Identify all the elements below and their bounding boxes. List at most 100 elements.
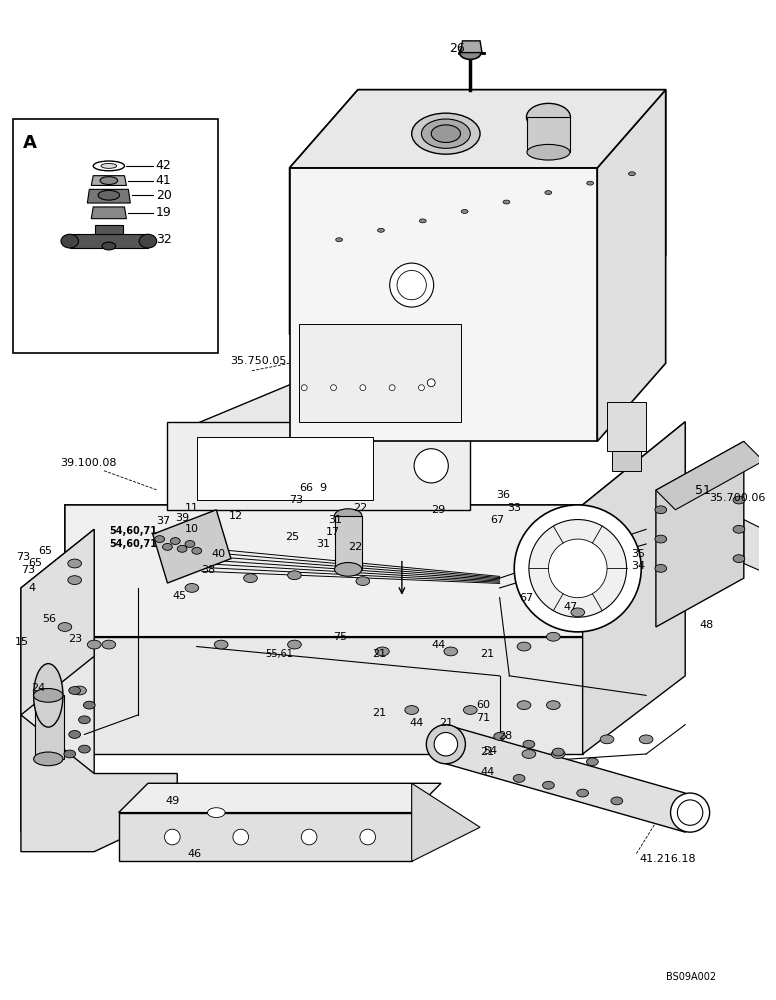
Polygon shape <box>612 451 641 471</box>
Ellipse shape <box>459 46 481 59</box>
Bar <box>35 695 64 759</box>
Text: 54,60,71: 54,60,71 <box>109 539 157 549</box>
Text: 55,61: 55,61 <box>265 649 293 659</box>
Text: 31: 31 <box>329 515 343 525</box>
Polygon shape <box>153 510 231 583</box>
Ellipse shape <box>360 829 376 845</box>
Polygon shape <box>168 422 470 510</box>
Ellipse shape <box>552 750 565 758</box>
Ellipse shape <box>517 701 531 710</box>
Ellipse shape <box>529 520 626 617</box>
Text: 38: 38 <box>202 565 216 575</box>
Polygon shape <box>656 441 764 510</box>
Text: 41: 41 <box>156 174 171 187</box>
Polygon shape <box>197 437 372 500</box>
Ellipse shape <box>334 563 362 576</box>
Text: 28: 28 <box>497 731 512 741</box>
Ellipse shape <box>421 119 470 148</box>
Text: 32: 32 <box>156 233 171 246</box>
Text: 56: 56 <box>43 614 57 624</box>
Ellipse shape <box>461 209 468 213</box>
Text: 11: 11 <box>185 503 199 513</box>
Text: 25: 25 <box>285 532 299 542</box>
Ellipse shape <box>733 496 745 504</box>
Polygon shape <box>583 422 685 754</box>
Text: 34: 34 <box>632 561 646 571</box>
Polygon shape <box>119 783 441 813</box>
Text: 36: 36 <box>496 490 510 500</box>
Ellipse shape <box>545 191 552 195</box>
Text: 73: 73 <box>16 552 30 562</box>
Ellipse shape <box>733 555 745 563</box>
Ellipse shape <box>527 144 570 160</box>
Ellipse shape <box>571 608 584 617</box>
Text: 54: 54 <box>483 746 497 756</box>
Ellipse shape <box>154 536 165 542</box>
Ellipse shape <box>360 385 365 391</box>
Ellipse shape <box>426 725 466 764</box>
Text: 45: 45 <box>172 591 186 601</box>
Ellipse shape <box>577 789 588 797</box>
Polygon shape <box>92 176 126 185</box>
Text: 65: 65 <box>29 558 43 568</box>
Ellipse shape <box>517 642 531 651</box>
Ellipse shape <box>185 584 199 592</box>
Ellipse shape <box>171 538 180 544</box>
Text: BS09A002: BS09A002 <box>666 972 715 982</box>
Text: 49: 49 <box>165 796 180 806</box>
Text: 73: 73 <box>21 565 35 575</box>
Polygon shape <box>65 637 583 754</box>
Text: 10: 10 <box>185 524 199 534</box>
Polygon shape <box>65 422 685 637</box>
Ellipse shape <box>98 190 120 200</box>
Text: 51: 51 <box>695 484 711 497</box>
Ellipse shape <box>412 113 480 154</box>
Ellipse shape <box>522 750 535 758</box>
Text: 65: 65 <box>39 546 53 556</box>
Ellipse shape <box>514 505 641 632</box>
Ellipse shape <box>587 181 594 185</box>
Ellipse shape <box>78 745 90 753</box>
Ellipse shape <box>542 781 554 789</box>
Ellipse shape <box>207 808 225 817</box>
Polygon shape <box>95 225 123 244</box>
Text: 42: 42 <box>156 159 171 172</box>
Polygon shape <box>92 207 126 219</box>
Ellipse shape <box>444 647 458 656</box>
Ellipse shape <box>600 735 614 744</box>
Ellipse shape <box>587 758 598 766</box>
Ellipse shape <box>418 385 424 391</box>
Text: 41.216.18: 41.216.18 <box>639 854 696 864</box>
Polygon shape <box>289 168 598 441</box>
Ellipse shape <box>655 564 667 572</box>
Text: 21: 21 <box>372 708 386 718</box>
Ellipse shape <box>405 706 418 714</box>
Ellipse shape <box>244 574 258 583</box>
Text: 40: 40 <box>211 549 226 559</box>
Ellipse shape <box>33 689 63 702</box>
Ellipse shape <box>428 379 435 387</box>
Bar <box>527 117 570 152</box>
Ellipse shape <box>139 234 157 248</box>
Ellipse shape <box>93 161 124 171</box>
Text: 75: 75 <box>334 632 348 642</box>
Ellipse shape <box>463 706 477 714</box>
Ellipse shape <box>192 547 202 554</box>
Ellipse shape <box>102 640 116 649</box>
Text: 39.100.08: 39.100.08 <box>60 458 116 468</box>
Ellipse shape <box>69 731 81 738</box>
Polygon shape <box>744 520 776 598</box>
Ellipse shape <box>101 163 116 168</box>
Polygon shape <box>289 90 666 334</box>
Ellipse shape <box>102 242 116 250</box>
Text: 48: 48 <box>700 620 714 630</box>
Ellipse shape <box>68 559 81 568</box>
Ellipse shape <box>84 701 95 709</box>
Ellipse shape <box>397 270 426 300</box>
Ellipse shape <box>655 506 667 514</box>
Text: 21: 21 <box>480 747 494 757</box>
Text: 23: 23 <box>68 634 82 644</box>
Text: 12: 12 <box>229 511 243 521</box>
Text: 35.700.06: 35.700.06 <box>709 493 766 503</box>
Ellipse shape <box>233 829 248 845</box>
